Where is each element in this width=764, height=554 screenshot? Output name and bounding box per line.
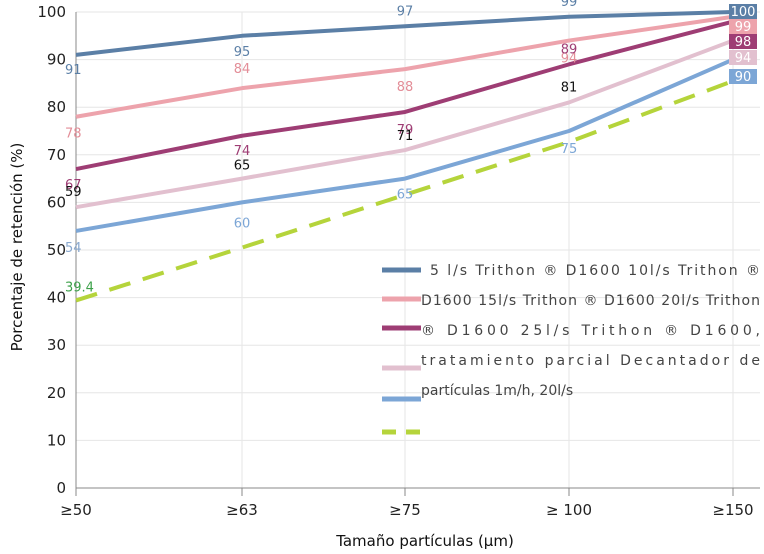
y-axis-title: Porcentaje de retención (%) — [8, 143, 26, 352]
data-label: 65 — [234, 159, 251, 174]
data-label: 98 — [735, 35, 752, 50]
data-label: 71 — [397, 129, 414, 144]
series-line-5 — [75, 57, 734, 233]
data-label: 74 — [234, 144, 251, 159]
series-line-1 — [75, 10, 734, 57]
legend: 5 l/s Trithon ® D1600 10l/s Trithon ® D16… — [382, 263, 760, 435]
grid — [76, 11, 760, 488]
end-label-box — [729, 50, 757, 65]
data-label: 95 — [234, 45, 251, 60]
y-tick-label: 20 — [47, 384, 66, 402]
data-label: 88 — [397, 80, 414, 95]
data-label: 54 — [65, 241, 82, 256]
data-label: 81 — [561, 80, 578, 95]
data-label: 60 — [234, 216, 251, 231]
data-label: 79 — [397, 123, 414, 138]
series-line-4 — [75, 38, 734, 210]
data-label: 67 — [65, 178, 82, 193]
data-label: 94 — [561, 52, 578, 67]
x-tick-label: ≥50 — [60, 501, 92, 519]
x-tick-label: ≥150 — [712, 501, 753, 519]
y-tick-label: 50 — [47, 241, 66, 259]
legend-line: tratamiento parcial Decantador de — [421, 353, 760, 369]
end-label-box — [729, 69, 757, 84]
y-tick-label: 40 — [47, 289, 66, 307]
data-label: 39.4 — [65, 280, 94, 295]
y-tick-label: 10 — [47, 431, 66, 449]
x-tick-label: ≥63 — [226, 501, 258, 519]
series-line-3 — [75, 19, 734, 172]
legend-line: 5 l/s Trithon ® D1600 10l/s Trithon ® — [430, 263, 760, 279]
data-label: 84 — [234, 62, 251, 77]
data-label: 90 — [735, 70, 752, 85]
y-tick-label: 100 — [37, 3, 66, 21]
y-tick-label: 80 — [47, 98, 66, 116]
data-label: 99 — [735, 20, 752, 35]
end-label-box — [729, 19, 757, 34]
data-label: 65 — [397, 188, 414, 203]
axes: 0 10 20 30 40 50 60 70 80 90 100 ≥50 ≥63 ≥75 ≥ 100 ≥150 — [37, 3, 760, 519]
series-lines — [75, 10, 734, 303]
series-line-6 — [75, 79, 734, 303]
x-axis-title: Tamaño partículas (µm) — [335, 532, 514, 550]
data-label: 94 — [735, 51, 752, 66]
legend-line: partículas 1m/h, 20l/s — [421, 383, 573, 399]
series-line-2 — [75, 14, 734, 119]
end-label-box — [729, 4, 757, 19]
x-tick-label: ≥75 — [389, 501, 421, 519]
end-label-box — [729, 34, 757, 49]
legend-line: ® D1600 25l/s Trithon ® D1600, — [421, 323, 760, 339]
data-label: 89 — [561, 42, 578, 57]
y-tick-label: 70 — [47, 146, 66, 164]
legend-line: D1600 15l/s Trithon ® D1600 20l/s Tritho… — [421, 293, 760, 309]
y-tick-label: 60 — [47, 193, 66, 211]
y-tick-label: 30 — [47, 336, 66, 354]
data-label: 97 — [397, 4, 414, 19]
data-label: 78 — [65, 127, 82, 142]
data-label: 99 — [561, 0, 578, 10]
data-label: 100 — [731, 5, 756, 20]
data-label: 59 — [65, 185, 82, 200]
x-tick-label: ≥ 100 — [546, 501, 592, 519]
data-label: 91 — [65, 63, 82, 78]
data-label: 75 — [561, 142, 578, 157]
y-tick-label: 90 — [47, 51, 66, 69]
y-tick-label: 0 — [56, 479, 66, 497]
